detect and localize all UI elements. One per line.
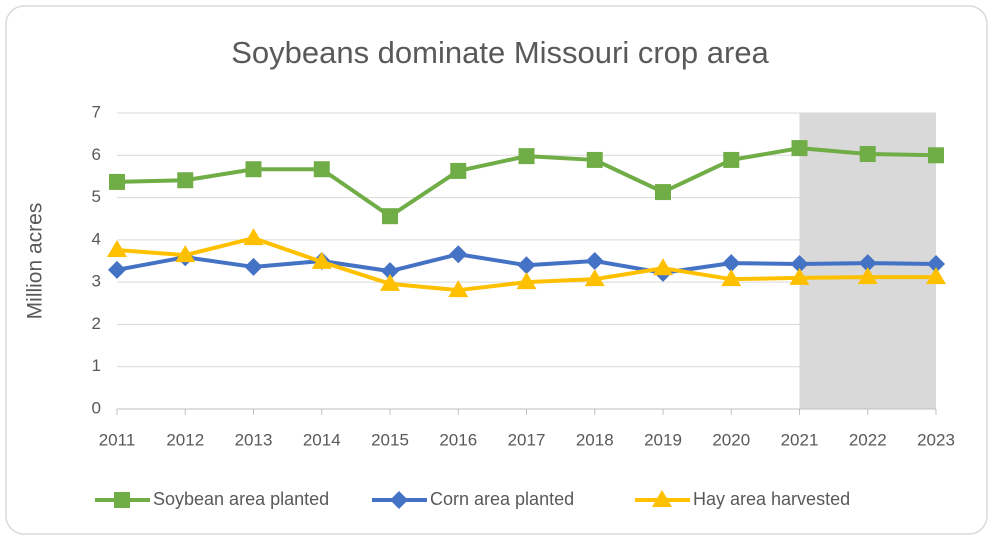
marker bbox=[313, 161, 330, 178]
marker bbox=[584, 269, 605, 287]
marker bbox=[450, 162, 467, 179]
y-tick-label: 7 bbox=[92, 102, 101, 121]
marker bbox=[518, 148, 535, 165]
y-tick-label: 4 bbox=[92, 229, 101, 248]
x-tick-label: 2015 bbox=[371, 430, 409, 449]
legend-label: Hay area harvested bbox=[693, 489, 850, 509]
marker bbox=[243, 228, 264, 246]
x-tick-label: 2017 bbox=[508, 430, 546, 449]
legend-marker bbox=[390, 491, 408, 509]
legend-label: Corn area planted bbox=[430, 489, 574, 509]
y-tick-label: 6 bbox=[92, 145, 101, 164]
marker bbox=[381, 262, 399, 281]
x-tick-label: 2021 bbox=[781, 430, 819, 449]
marker bbox=[244, 257, 263, 276]
marker bbox=[789, 267, 810, 285]
marker bbox=[857, 267, 878, 285]
marker bbox=[790, 254, 809, 273]
marker bbox=[722, 254, 741, 273]
x-tick-label: 2019 bbox=[644, 430, 682, 449]
x-tick-label: 2014 bbox=[303, 430, 341, 449]
y-tick-label: 0 bbox=[92, 398, 101, 417]
marker bbox=[721, 269, 742, 287]
marker bbox=[858, 254, 877, 273]
x-tick-label: 2012 bbox=[166, 430, 204, 449]
legend-label: Soybean area planted bbox=[153, 489, 329, 509]
marker bbox=[928, 147, 944, 164]
marker bbox=[653, 258, 673, 276]
marker bbox=[109, 173, 125, 190]
x-tick-label: 2020 bbox=[712, 430, 750, 449]
x-tick-label: 2023 bbox=[917, 430, 955, 449]
marker bbox=[311, 251, 332, 269]
y-tick-label: 3 bbox=[92, 272, 101, 291]
marker bbox=[177, 172, 194, 189]
marker bbox=[107, 240, 127, 258]
marker bbox=[791, 140, 808, 157]
marker bbox=[175, 245, 196, 263]
y-tick-label: 5 bbox=[92, 187, 101, 206]
marker bbox=[108, 260, 126, 279]
x-tick-label: 2018 bbox=[576, 430, 614, 449]
x-tick-label: 2013 bbox=[235, 430, 273, 449]
marker bbox=[382, 208, 398, 225]
marker bbox=[245, 161, 262, 178]
y-axis-label: Million acres bbox=[24, 203, 47, 320]
marker bbox=[927, 254, 945, 273]
marker bbox=[380, 273, 400, 291]
marker bbox=[723, 151, 740, 168]
legend-marker bbox=[652, 490, 672, 507]
marker bbox=[449, 245, 468, 264]
marker bbox=[926, 267, 946, 285]
legend-marker bbox=[114, 492, 130, 508]
marker bbox=[585, 252, 604, 270]
marker bbox=[517, 256, 536, 275]
marker bbox=[859, 146, 876, 163]
x-tick-label: 2022 bbox=[849, 430, 887, 449]
marker bbox=[586, 151, 603, 168]
y-tick-label: 2 bbox=[92, 314, 101, 333]
marker bbox=[655, 184, 671, 201]
chart-frame bbox=[5, 5, 988, 535]
chart-title: Soybeans dominate Missouri crop area bbox=[231, 35, 769, 70]
y-tick-label: 1 bbox=[92, 356, 101, 375]
marker bbox=[516, 272, 537, 290]
x-tick-label: 2011 bbox=[99, 430, 136, 449]
x-tick-label: 2016 bbox=[439, 430, 477, 449]
marker bbox=[448, 280, 469, 298]
